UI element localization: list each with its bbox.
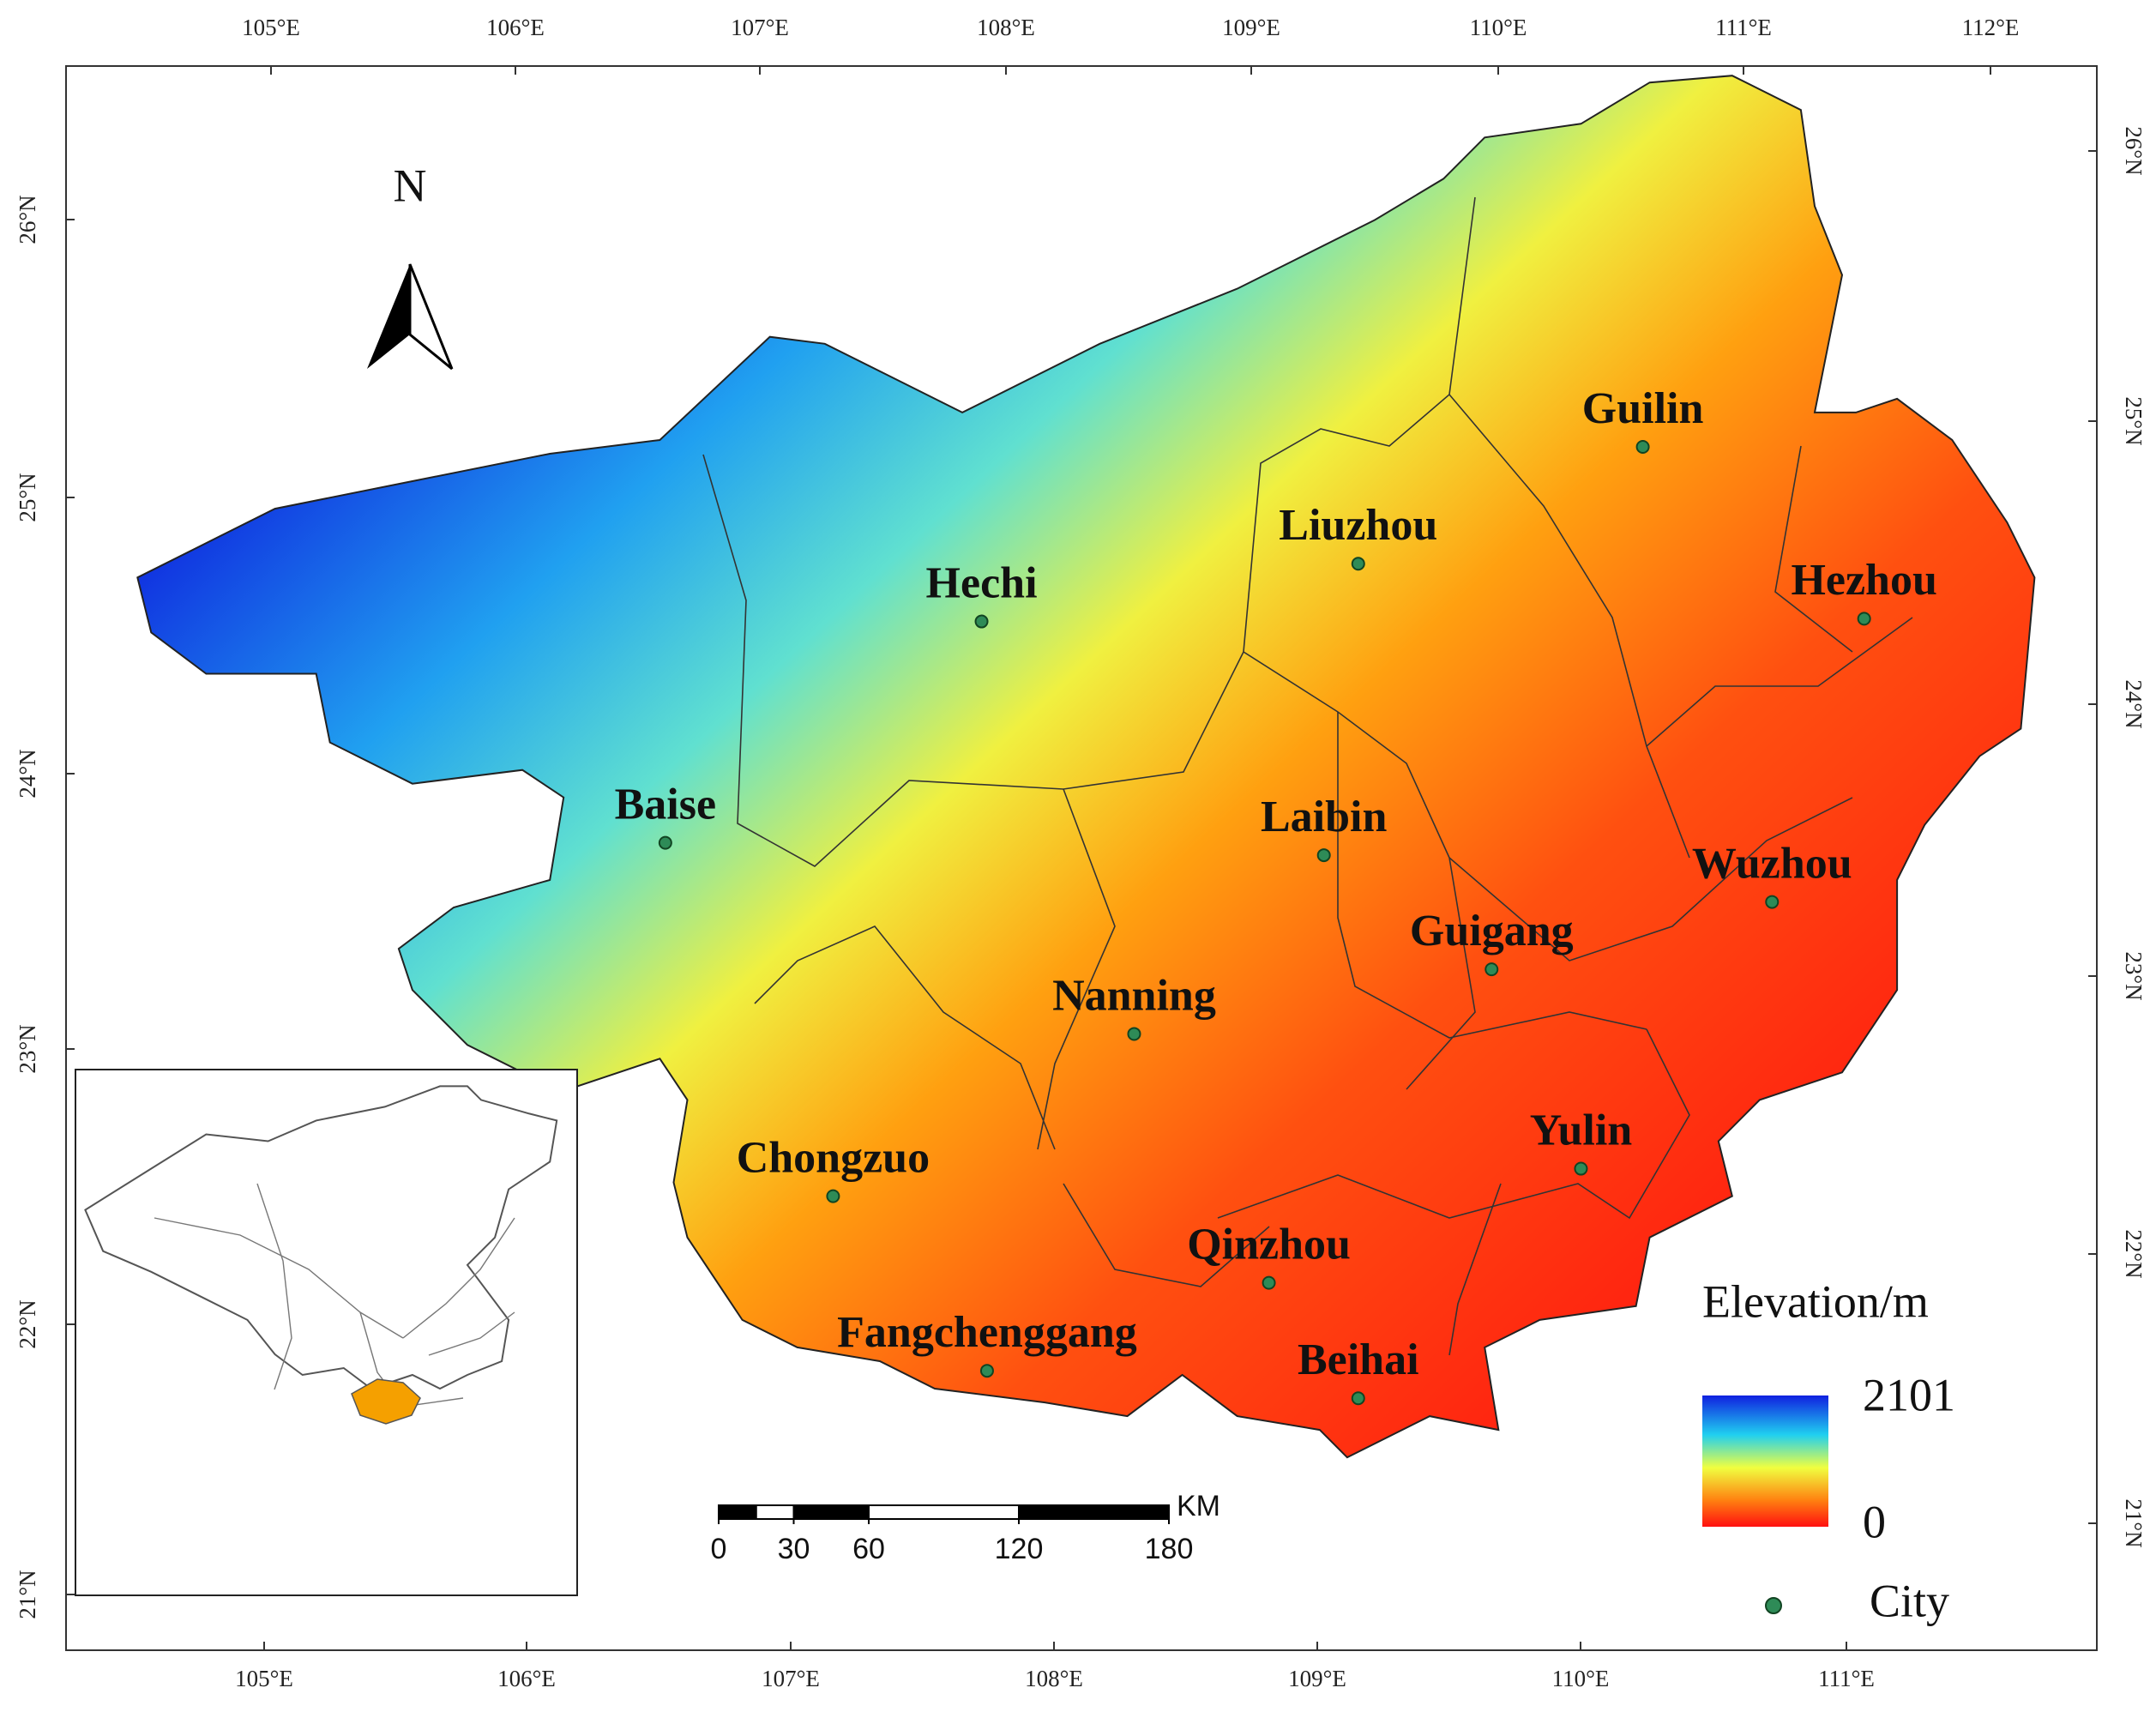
scale-tick-label: 30: [778, 1533, 810, 1565]
scale-unit: KM: [1177, 1490, 1220, 1522]
bottom-tick-label: 110°E: [1552, 1666, 1610, 1691]
left-tick-label: 21°N: [15, 1570, 40, 1619]
city-marker: [1262, 1275, 1276, 1290]
left-tick-label: 23°N: [15, 1024, 40, 1073]
city-label: Hechi: [926, 558, 1038, 607]
city-marker: [826, 1189, 840, 1203]
inset-provinces: [154, 1183, 515, 1408]
city-marker: [1351, 1391, 1365, 1406]
left-tick-label: 26°N: [15, 195, 40, 244]
top-tick-label: 106°E: [486, 15, 545, 40]
right-tick-label: 24°N: [2121, 679, 2147, 728]
elevation-region: [136, 75, 2036, 1459]
right-tick-label: 21°N: [2121, 1498, 2147, 1547]
city-label: Chongzuo: [737, 1133, 930, 1182]
scale-segment: [755, 1504, 795, 1520]
inset-china: [84, 1085, 558, 1390]
top-tick-label: 109°E: [1222, 15, 1280, 40]
top-tick-label: 108°E: [977, 15, 1035, 40]
city-label: Liuzhou: [1279, 501, 1437, 550]
city-label: Yulin: [1530, 1106, 1633, 1154]
city-marker: [979, 1364, 994, 1378]
left-tick-label: 22°N: [15, 1299, 40, 1348]
inset-guangxi: [351, 1378, 421, 1425]
scale-segment: [868, 1504, 1020, 1520]
bottom-tick-label: 108°E: [1025, 1666, 1083, 1691]
city-label: Hezhou: [1791, 556, 1936, 605]
bottom-tick-label: 109°E: [1288, 1666, 1346, 1691]
bottom-tick-label: 107°E: [762, 1666, 820, 1691]
scale-segment: [1018, 1504, 1170, 1520]
city-marker: [1485, 962, 1499, 977]
city-marker: [1574, 1161, 1588, 1176]
right-tick-label: 22°N: [2121, 1229, 2147, 1278]
prefecture-borders: [702, 196, 1913, 1356]
bottom-tick-label: 106°E: [497, 1666, 556, 1691]
city-label: Guigang: [1410, 907, 1574, 955]
left-tick-label: 25°N: [15, 473, 40, 521]
left-tick-label: 24°N: [15, 749, 40, 798]
city-label: Beihai: [1298, 1335, 1419, 1384]
right-tick-label: 25°N: [2121, 396, 2147, 445]
bottom-tick-label: 105°E: [235, 1666, 293, 1691]
city-label: Laibin: [1261, 793, 1387, 841]
right-tick-label: 26°N: [2121, 126, 2147, 175]
top-tick-label: 111°E: [1715, 15, 1772, 40]
city-label: Guilin: [1582, 384, 1704, 433]
right-tick-label: 23°N: [2121, 951, 2147, 1000]
scale-tick-label: 0: [711, 1533, 727, 1565]
legend-max: 2101: [1863, 1369, 1955, 1420]
city-marker: [1765, 895, 1780, 909]
legend-colorbar: [1702, 1395, 1828, 1527]
city-label: Nanning: [1052, 971, 1216, 1020]
scale-tick-label: 60: [852, 1533, 885, 1565]
city-label: Wuzhou: [1692, 839, 1852, 888]
scale-segment: [718, 1504, 757, 1520]
legend-city-label: City: [1870, 1575, 1949, 1626]
north-arrow-right: [408, 263, 454, 371]
top-tick-label: 110°E: [1470, 15, 1527, 40]
city-marker: [974, 614, 989, 629]
scale-tick-label: 120: [995, 1533, 1044, 1565]
city-label: Qinzhou: [1187, 1220, 1351, 1269]
bottom-tick-label: 111°E: [1818, 1666, 1875, 1691]
city-marker: [658, 835, 672, 850]
scale-segment: [792, 1504, 870, 1520]
north-label: N: [394, 160, 427, 211]
legend-city-marker: [1765, 1597, 1782, 1614]
scale-tick-label: 180: [1145, 1533, 1194, 1565]
top-tick-label: 105°E: [242, 15, 300, 40]
city-marker: [1857, 612, 1871, 626]
top-tick-label: 107°E: [731, 15, 789, 40]
legend-title: Elevation/m: [1702, 1275, 1929, 1327]
city-marker: [1316, 848, 1331, 863]
legend-min: 0: [1863, 1496, 1886, 1547]
city-marker: [1127, 1027, 1141, 1041]
north-arrow-left: [367, 264, 410, 369]
top-tick-label: 112°E: [1962, 15, 2020, 40]
city-label: Baise: [615, 781, 716, 829]
city-label: Fangchenggang: [837, 1308, 1137, 1357]
city-marker: [1635, 439, 1650, 454]
city-marker: [1351, 557, 1365, 571]
